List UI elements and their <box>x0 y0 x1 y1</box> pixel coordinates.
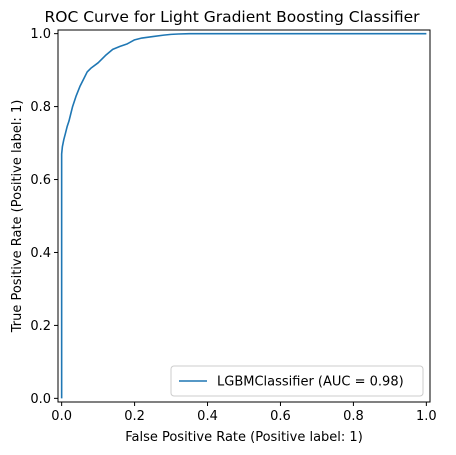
y-tick-label: 0.0 <box>30 392 51 407</box>
x-tick-label: 0.0 <box>51 409 72 424</box>
y-axis-label: True Positive Rate (Positive label: 1) <box>10 100 25 334</box>
x-tick-label: 0.2 <box>124 409 145 424</box>
y-tick-label: 0.8 <box>30 100 51 115</box>
y-tick-label: 0.2 <box>30 319 51 334</box>
legend-label: LGBMClassifier (AUC = 0.98) <box>217 375 404 390</box>
legend: LGBMClassifier (AUC = 0.98) <box>171 366 423 396</box>
x-tick-label: 0.6 <box>270 409 291 424</box>
y-tick-label: 0.6 <box>30 173 51 188</box>
x-tick-label: 0.4 <box>197 409 218 424</box>
y-tick-label: 1.0 <box>30 27 51 42</box>
x-axis-label: False Positive Rate (Positive label: 1) <box>125 430 363 445</box>
y-axis-ticks: 0.0 0.2 0.4 0.6 0.8 1.0 <box>30 27 58 407</box>
y-tick-label: 0.4 <box>30 246 51 261</box>
chart-title: ROC Curve for Light Gradient Boosting Cl… <box>44 8 420 26</box>
x-tick-label: 0.8 <box>343 409 364 424</box>
plot-area <box>58 30 430 402</box>
x-tick-label: 1.0 <box>416 409 437 424</box>
x-axis-ticks: 0.0 0.2 0.4 0.6 0.8 1.0 <box>51 402 436 424</box>
